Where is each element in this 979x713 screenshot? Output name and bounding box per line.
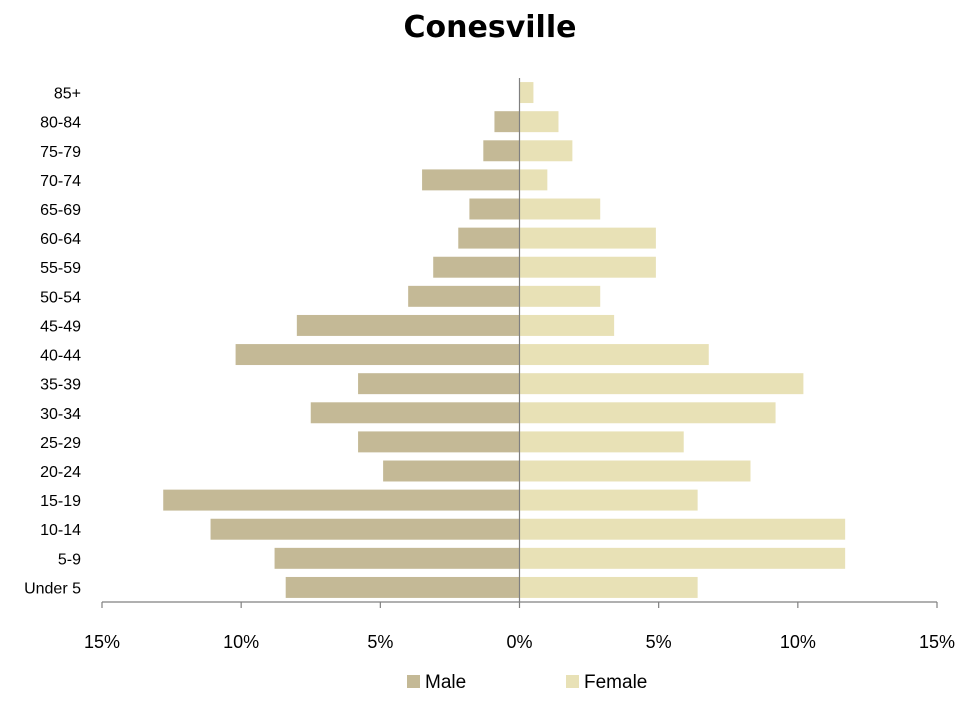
x-axis-ticks: 15% 10% 5% 0% 5% 10% 15% xyxy=(84,602,955,652)
bar-female-30-34 xyxy=(519,402,776,424)
legend-swatch-male xyxy=(407,675,420,688)
category-label: 30-34 xyxy=(40,406,81,423)
bar-female-10-14 xyxy=(519,518,846,540)
category-label: Under 5 xyxy=(24,580,81,597)
category-label: 50-54 xyxy=(40,289,81,306)
legend-swatch-female xyxy=(566,675,579,688)
bar-female-85+ xyxy=(519,82,534,104)
bar-male-80-84 xyxy=(494,111,520,133)
category-label: 45-49 xyxy=(40,318,81,335)
category-label: 80-84 xyxy=(40,115,81,132)
x-tick-label: 15% xyxy=(919,632,955,652)
bar-male-25-29 xyxy=(358,431,520,453)
bar-male-55-59 xyxy=(433,256,520,278)
category-label: 35-39 xyxy=(40,377,81,394)
bar-male-70-74 xyxy=(422,169,520,191)
bar-male-15-19 xyxy=(163,489,520,511)
bar-male-65-69 xyxy=(469,198,520,220)
chart-title: Conesville xyxy=(404,10,577,45)
bar-male-40-44 xyxy=(235,344,520,366)
bar-female-20-24 xyxy=(519,460,751,482)
category-label: 25-29 xyxy=(40,435,81,452)
bar-female-40-44 xyxy=(519,344,709,366)
bar-female-55-59 xyxy=(519,256,656,278)
category-label: 20-24 xyxy=(40,464,81,481)
x-tick-label: 0% xyxy=(506,632,532,652)
category-label: 60-64 xyxy=(40,231,81,248)
bar-female-15-19 xyxy=(519,489,698,511)
bar-male-35-39 xyxy=(358,373,520,395)
category-label: 15-19 xyxy=(40,493,81,510)
bar-male-60-64 xyxy=(458,227,520,249)
bar-female-60-64 xyxy=(519,227,656,249)
legend: Male Female xyxy=(407,672,647,693)
bar-female-25-29 xyxy=(519,431,684,453)
category-label: 40-44 xyxy=(40,348,81,365)
bar-male-30-34 xyxy=(310,402,520,424)
x-tick-label: 5% xyxy=(367,632,393,652)
bar-female-75-79 xyxy=(519,140,573,162)
legend-label-male: Male xyxy=(425,672,466,693)
bar-female-5-9 xyxy=(519,547,846,569)
bar-male-50-54 xyxy=(408,285,520,307)
category-label: 70-74 xyxy=(40,173,81,190)
bar-female-45-49 xyxy=(519,314,615,336)
bar-female-50-54 xyxy=(519,285,601,307)
category-labels: Under 5 5-9 10-14 15-19 20-24 25-29 30-34 35-39… xyxy=(24,86,81,598)
category-label: 55-59 xyxy=(40,260,81,277)
bar-male-75-79 xyxy=(483,140,520,162)
bar-male-20-24 xyxy=(383,460,520,482)
bar-female-80-84 xyxy=(519,111,559,133)
x-tick-label: 15% xyxy=(84,632,120,652)
category-label: 85+ xyxy=(54,86,81,103)
x-tick-label: 10% xyxy=(780,632,816,652)
x-tick-label: 10% xyxy=(223,632,259,652)
bar-female-under-5 xyxy=(519,576,698,598)
bars xyxy=(163,82,846,598)
x-tick-label: 5% xyxy=(646,632,672,652)
category-label: 75-79 xyxy=(40,144,81,161)
bar-female-65-69 xyxy=(519,198,601,220)
category-label: 65-69 xyxy=(40,202,81,219)
bar-female-70-74 xyxy=(519,169,548,191)
category-label: 10-14 xyxy=(40,522,81,539)
bar-male-under-5 xyxy=(285,576,520,598)
bar-male-10-14 xyxy=(210,518,520,540)
category-label: 5-9 xyxy=(58,551,81,568)
bar-male-45-49 xyxy=(296,314,520,336)
bar-female-35-39 xyxy=(519,373,804,395)
legend-label-female: Female xyxy=(584,672,647,693)
bar-male-5-9 xyxy=(274,547,520,569)
